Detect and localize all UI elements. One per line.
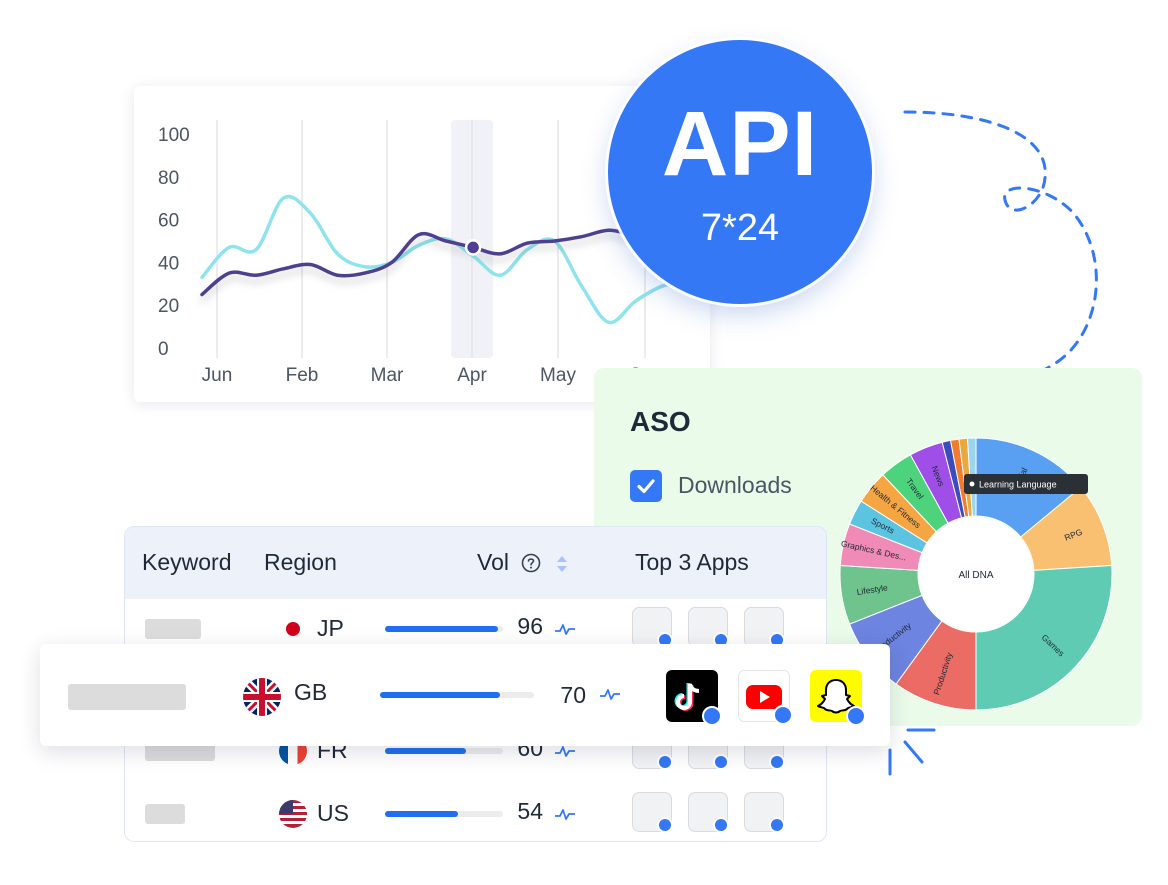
region-code: GB bbox=[294, 679, 328, 705]
y-tick-label: 60 bbox=[158, 211, 179, 232]
keyword-placeholder bbox=[145, 619, 201, 639]
y-tick-label: 80 bbox=[158, 168, 179, 189]
apple-icon bbox=[769, 817, 785, 833]
series-line-2 bbox=[200, 226, 692, 297]
keyword-placeholder bbox=[145, 741, 215, 761]
x-tick-label: Jun bbox=[202, 365, 233, 386]
table-row[interactable]: US 54 bbox=[125, 784, 826, 841]
region-code: US bbox=[317, 800, 349, 826]
app-slot[interactable] bbox=[744, 607, 785, 648]
vol-bar bbox=[380, 692, 534, 698]
vol-bar bbox=[385, 626, 503, 632]
highlight-point[interactable] bbox=[464, 239, 482, 256]
donut-center bbox=[919, 517, 1033, 631]
column-header-top-apps: Top 3 Apps bbox=[635, 549, 749, 575]
highlighted-keyword-row[interactable]: GB 70 bbox=[40, 644, 890, 746]
trend-line-chart: 100806040200JunFebMarAprMayJun bbox=[158, 120, 692, 386]
sort-icon[interactable] bbox=[555, 553, 569, 575]
apple-icon bbox=[657, 817, 673, 833]
vol-bar bbox=[385, 811, 503, 817]
region-code: JP bbox=[317, 615, 344, 641]
trend-chart-card: 100806040200JunFebMarAprMayJun bbox=[134, 86, 710, 402]
y-tick-label: 20 bbox=[158, 296, 179, 317]
keyword-placeholder bbox=[68, 684, 186, 710]
donut-tooltip-label: Learning Language bbox=[979, 480, 1057, 490]
trend-icon[interactable] bbox=[553, 802, 577, 826]
check-icon bbox=[637, 479, 655, 494]
series-line-1 bbox=[200, 194, 692, 325]
spark-lines-decoration bbox=[888, 728, 936, 776]
app-slot[interactable] bbox=[688, 607, 729, 648]
downloads-checkbox[interactable] bbox=[630, 470, 662, 502]
trend-icon[interactable] bbox=[553, 617, 577, 641]
x-tick-label: Feb bbox=[286, 365, 319, 386]
apple-icon bbox=[713, 754, 729, 770]
column-header-region[interactable]: Region bbox=[264, 549, 337, 575]
aso-title: ASO bbox=[630, 406, 691, 437]
x-tick-label: Apr bbox=[457, 365, 487, 386]
column-header-vol[interactable]: Vol bbox=[477, 549, 509, 575]
snapchat-icon bbox=[817, 679, 855, 714]
y-tick-label: 0 bbox=[158, 339, 169, 360]
x-tick-label: May bbox=[540, 365, 576, 386]
keyword-placeholder bbox=[145, 804, 185, 824]
app-slot[interactable] bbox=[632, 792, 673, 833]
donut-label: Lifestyle bbox=[856, 582, 889, 597]
jp-flag-icon bbox=[279, 615, 307, 643]
app-slot[interactable] bbox=[688, 792, 729, 833]
column-header-keyword[interactable]: Keyword bbox=[142, 549, 232, 575]
x-tick-label: Mar bbox=[371, 365, 404, 386]
apple-icon bbox=[713, 817, 729, 833]
tiktok-app-icon[interactable] bbox=[666, 670, 722, 726]
donut-tooltip: Learning Language bbox=[964, 474, 1088, 494]
table-header: Keyword Region Vol Top 3 Apps bbox=[125, 527, 826, 599]
vol-value: 70 bbox=[560, 682, 586, 708]
trend-icon[interactable] bbox=[598, 682, 622, 706]
help-icon[interactable] bbox=[521, 553, 541, 573]
donut-segment[interactable] bbox=[975, 564, 1113, 711]
app-slot[interactable] bbox=[744, 792, 785, 833]
us-flag-icon bbox=[279, 800, 307, 828]
snapchat-app-icon[interactable] bbox=[810, 670, 866, 726]
apple-icon bbox=[769, 754, 785, 770]
apple-icon bbox=[657, 754, 673, 770]
table-row[interactable]: JP 96 bbox=[125, 599, 826, 659]
apple-icon bbox=[846, 706, 866, 726]
trend-icon[interactable] bbox=[553, 739, 577, 763]
api-badge: API 7*24 bbox=[608, 40, 872, 304]
downloads-checkbox-label: Downloads bbox=[678, 472, 792, 498]
apple-icon bbox=[773, 705, 793, 725]
gb-flag-icon bbox=[243, 678, 281, 716]
vol-value: 96 bbox=[517, 613, 543, 639]
y-tick-label: 100 bbox=[158, 125, 190, 146]
apple-icon bbox=[702, 706, 722, 726]
vol-bar bbox=[385, 748, 503, 754]
vol-value: 54 bbox=[517, 798, 543, 824]
api-title: API bbox=[661, 93, 819, 195]
youtube-icon bbox=[746, 685, 782, 709]
youtube-app-icon[interactable] bbox=[738, 670, 793, 725]
api-subtitle: 7*24 bbox=[700, 207, 780, 249]
donut-center-label: All DNA bbox=[958, 570, 993, 581]
tiktok-icon bbox=[674, 683, 700, 711]
app-slot[interactable] bbox=[632, 607, 673, 648]
y-tick-label: 40 bbox=[158, 253, 179, 274]
